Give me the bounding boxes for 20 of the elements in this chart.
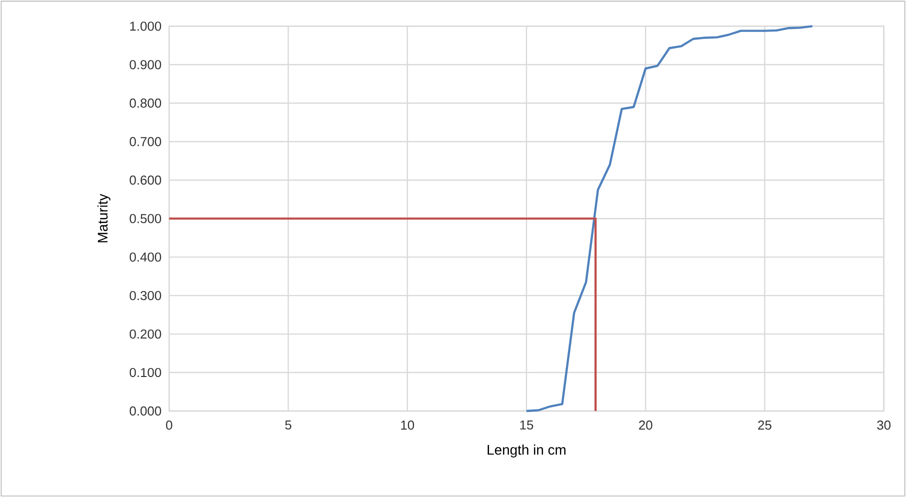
x-axis-title: Length in cm (488, 444, 566, 458)
y-tick-label: 1.000 (130, 22, 162, 31)
y-tick-label: 0.300 (130, 290, 162, 300)
x-tick-label: 25 (758, 420, 772, 430)
x-tick-label: 0 (166, 420, 172, 430)
y-tick-label: 0.000 (130, 406, 162, 416)
y-tick-label: 0.200 (130, 329, 162, 339)
y-tick-label: 0.100 (130, 368, 162, 378)
y-tick-label: 0.400 (130, 252, 162, 262)
y-tick-label: 0.600 (130, 175, 162, 185)
x-tick-label: 10 (401, 420, 414, 430)
x-tick-label: 30 (877, 420, 891, 430)
y-axis-title: Maturity (97, 194, 110, 242)
y-tick-label: 0.800 (130, 98, 162, 108)
x-tick-label: 5 (285, 420, 292, 430)
y-tick-label: 0.900 (130, 60, 162, 70)
y-tick-label: 0.500 (130, 214, 162, 224)
y-tick-label: 0.700 (130, 136, 162, 146)
x-tick-label: 20 (639, 420, 652, 430)
x-tick-label: 15 (520, 420, 534, 430)
